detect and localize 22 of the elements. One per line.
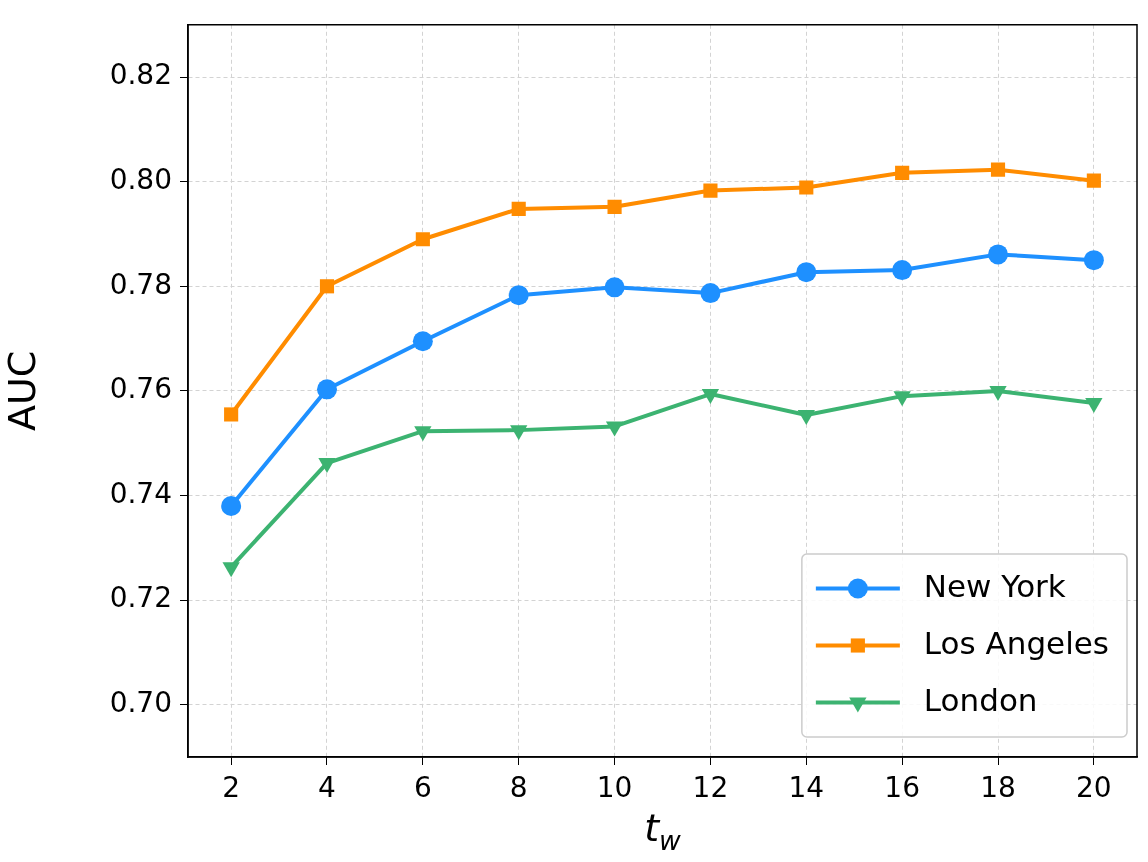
legend-label: Los Angeles	[923, 624, 1109, 661]
y-tick-label: 0.70	[109, 685, 172, 719]
x-tick-label: 8	[509, 771, 528, 805]
y-tick-label: 0.74	[109, 476, 172, 510]
y-tick-label: 0.76	[109, 372, 172, 406]
x-tick-label: 10	[596, 771, 633, 805]
legend-label: London	[923, 681, 1038, 718]
legend-label: New York	[923, 567, 1066, 604]
x-tick-label: 2	[222, 771, 241, 805]
x-tick-label: 20	[1076, 771, 1112, 805]
x-tick-label: 14	[788, 771, 825, 805]
y-axis-title: AUC	[0, 350, 44, 432]
x-tick-label: 12	[692, 771, 729, 805]
y-tick-label: 0.72	[109, 581, 172, 615]
x-tick-label: 6	[413, 771, 432, 805]
x-axis-title: t$_{w}$	[644, 806, 681, 856]
y-tick-label: 0.80	[109, 162, 172, 196]
y-tick-label: 0.82	[109, 58, 172, 92]
x-tick-label: 18	[980, 771, 1016, 805]
x-tick-label: 4	[318, 771, 336, 805]
x-tick-label: 16	[884, 771, 920, 805]
y-tick-label: 0.78	[109, 267, 172, 301]
